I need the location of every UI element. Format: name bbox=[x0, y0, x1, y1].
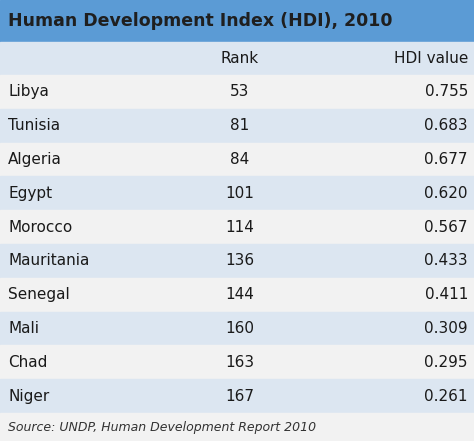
Text: Algeria: Algeria bbox=[8, 152, 62, 167]
Text: Egypt: Egypt bbox=[8, 186, 52, 201]
Bar bbox=[0, 75, 474, 109]
Text: Tunisia: Tunisia bbox=[8, 118, 60, 133]
Text: 101: 101 bbox=[226, 186, 255, 201]
Text: 53: 53 bbox=[230, 84, 250, 99]
Text: 163: 163 bbox=[226, 355, 255, 370]
Text: 160: 160 bbox=[226, 321, 255, 336]
Text: 144: 144 bbox=[226, 287, 255, 302]
Text: 0.411: 0.411 bbox=[425, 287, 468, 302]
Text: Mali: Mali bbox=[8, 321, 39, 336]
Text: Mauritania: Mauritania bbox=[8, 254, 90, 269]
Text: 0.309: 0.309 bbox=[424, 321, 468, 336]
Text: 84: 84 bbox=[230, 152, 250, 167]
Text: Morocco: Morocco bbox=[8, 220, 72, 235]
Bar bbox=[0, 345, 474, 379]
Bar bbox=[0, 0, 474, 42]
Text: Human Development Index (HDI), 2010: Human Development Index (HDI), 2010 bbox=[8, 12, 392, 30]
Text: 114: 114 bbox=[226, 220, 255, 235]
Bar bbox=[0, 176, 474, 210]
Bar bbox=[0, 244, 474, 278]
Text: 0.295: 0.295 bbox=[425, 355, 468, 370]
Text: Chad: Chad bbox=[8, 355, 47, 370]
Bar bbox=[0, 142, 474, 176]
Text: 136: 136 bbox=[226, 254, 255, 269]
Text: 0.677: 0.677 bbox=[425, 152, 468, 167]
Bar bbox=[0, 210, 474, 244]
Text: Source: UNDP, Human Development Report 2010: Source: UNDP, Human Development Report 2… bbox=[8, 421, 316, 434]
Text: 0.683: 0.683 bbox=[424, 118, 468, 133]
Text: 0.433: 0.433 bbox=[424, 254, 468, 269]
Text: Libya: Libya bbox=[8, 84, 49, 99]
Bar bbox=[0, 42, 474, 75]
Text: 167: 167 bbox=[226, 389, 255, 404]
Text: HDI value: HDI value bbox=[393, 51, 468, 66]
Text: 81: 81 bbox=[230, 118, 250, 133]
Text: Niger: Niger bbox=[8, 389, 49, 404]
Text: 0.755: 0.755 bbox=[425, 84, 468, 99]
Bar bbox=[0, 109, 474, 142]
Bar bbox=[0, 379, 474, 413]
Text: Senegal: Senegal bbox=[8, 287, 70, 302]
Text: 0.567: 0.567 bbox=[425, 220, 468, 235]
Text: 0.620: 0.620 bbox=[425, 186, 468, 201]
Text: Rank: Rank bbox=[221, 51, 259, 66]
Text: 0.261: 0.261 bbox=[425, 389, 468, 404]
Bar bbox=[0, 278, 474, 312]
Bar bbox=[0, 312, 474, 345]
Bar bbox=[0, 413, 474, 441]
